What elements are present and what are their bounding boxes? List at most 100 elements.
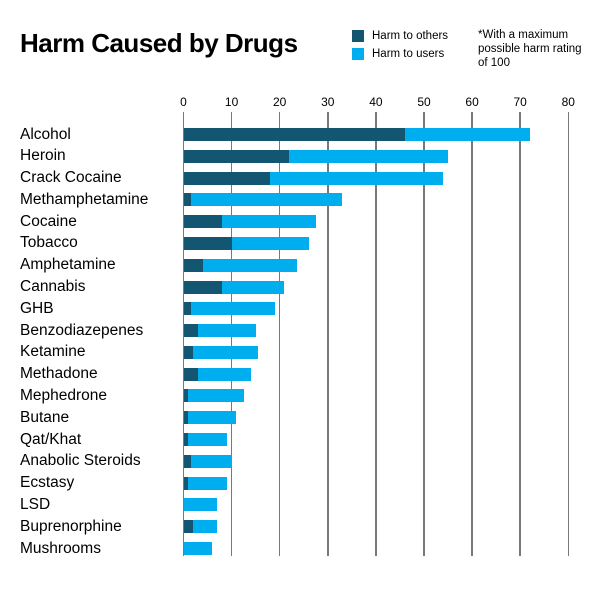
bar-segment-harm-to-users (190, 193, 343, 207)
max-rating-note: *With a maximum possible harm rating of … (478, 29, 582, 69)
bar-mephedrone (183, 389, 244, 403)
x-axis-tick-label: 60 (465, 95, 479, 109)
bar-segment-harm-to-others (183, 345, 194, 359)
drug-label-crack-cocaine: Crack Cocaine (20, 169, 122, 187)
drug-label-buprenorphine: Buprenorphine (20, 517, 122, 535)
bar-segment-harm-to-users (190, 454, 232, 468)
bar-cocaine (183, 215, 316, 229)
bar-segment-harm-to-others (183, 128, 405, 141)
gridline-40 (375, 112, 377, 556)
bar-benzodiazepenes (183, 324, 256, 338)
drug-label-ecstasy: Ecstasy (20, 474, 75, 492)
bar-segment-harm-to-users (197, 367, 251, 381)
gridline-80 (567, 112, 570, 556)
bar-methadone (183, 367, 251, 381)
bar-segment-harm-to-others (183, 236, 232, 250)
harm-to-users-swatch-icon (352, 48, 364, 60)
bar-amphetamine (183, 258, 297, 272)
x-axis-tick-label: 40 (369, 95, 383, 109)
legend-label: Harm to others (372, 30, 449, 42)
x-axis-tick-label: 70 (513, 95, 527, 109)
drug-label-anabolic-steroids: Anabolic Steroids (20, 452, 141, 470)
bar-ketamine (183, 345, 259, 359)
x-axis-tick-label: 10 (224, 95, 239, 109)
bar-segment-harm-to-others (183, 302, 191, 316)
bar-segment-harm-to-users (183, 542, 213, 555)
bar-qat-khat (183, 433, 227, 447)
bar-segment-harm-to-others (183, 171, 271, 185)
bar-segment-harm-to-users (193, 345, 259, 359)
bar-crack-cocaine (183, 171, 444, 185)
bar-alcohol (183, 128, 530, 141)
bar-cannabis (183, 280, 285, 294)
bar-tobacco (183, 236, 309, 250)
drug-label-lsd: LSD (20, 495, 51, 513)
bar-segment-harm-to-others (183, 411, 189, 425)
bar-segment-harm-to-others (183, 520, 194, 534)
drug-label-mushrooms: Mushrooms (20, 539, 101, 557)
bar-segment-harm-to-users (188, 433, 227, 447)
x-axis-tick-label: 50 (417, 95, 431, 109)
drug-label-mephedrone: Mephedrone (20, 386, 108, 404)
bar-methamphetamine (183, 193, 343, 207)
chart-title: Harm Caused by Drugs (20, 28, 298, 58)
x-axis-tick-label: 30 (321, 95, 335, 109)
bar-segment-harm-to-users (270, 171, 444, 185)
x-axis-tick-label: 80 (561, 95, 575, 109)
bar-segment-harm-to-users (221, 280, 285, 294)
drug-label-amphetamine: Amphetamine (20, 256, 116, 274)
bar-segment-harm-to-users (231, 236, 309, 250)
bar-segment-harm-to-users (197, 324, 256, 338)
bar-segment-harm-to-others (183, 367, 198, 381)
bar-mushrooms (183, 542, 213, 555)
bar-segment-harm-to-others (183, 149, 290, 163)
legend-item-harm-to-others: Harm to others (352, 29, 448, 43)
gridline-30 (327, 112, 329, 556)
gridline-60 (471, 112, 473, 556)
bar-segment-harm-to-users (193, 520, 218, 534)
bar-buprenorphine (183, 520, 218, 534)
bar-segment-harm-to-users (202, 258, 297, 272)
bar-segment-harm-to-others (183, 389, 189, 403)
drug-label-methadone: Methadone (20, 365, 98, 383)
x-axis-tick-label: 20 (273, 95, 287, 109)
drug-label-butane: Butane (20, 408, 70, 426)
drug-label-cocaine: Cocaine (20, 212, 77, 230)
bar-segment-harm-to-others (183, 280, 222, 294)
bar-ghb (183, 302, 275, 316)
drug-label-heroin: Heroin (20, 147, 66, 165)
bar-ecstasy (183, 476, 227, 490)
bar-segment-harm-to-others (183, 454, 191, 468)
legend-item-harm-to-users: Harm to users (352, 47, 448, 61)
drug-label-alcohol: Alcohol (20, 125, 71, 143)
bar-segment-harm-to-others (183, 433, 189, 447)
bar-segment-harm-to-others (183, 215, 222, 229)
drug-label-ghb: GHB (20, 299, 54, 317)
drug-label-benzodiazepenes: Benzodiazepenes (20, 321, 144, 339)
gridline-50 (423, 112, 425, 556)
bar-segment-harm-to-users (404, 128, 530, 141)
bar-anabolic-steroids (183, 454, 232, 468)
bar-lsd (183, 498, 218, 512)
bar-segment-harm-to-users (188, 411, 237, 425)
bar-segment-harm-to-users (221, 215, 316, 229)
bar-segment-harm-to-others (183, 193, 191, 207)
bar-butane (183, 411, 237, 425)
bar-segment-harm-to-users (289, 149, 449, 163)
drug-label-methamphetamine: Methamphetamine (20, 190, 149, 208)
bar-heroin (183, 149, 449, 163)
bar-segment-harm-to-users (188, 476, 227, 490)
harm-to-others-swatch-icon (352, 30, 364, 42)
drug-label-tobacco: Tobacco (20, 234, 78, 252)
bar-segment-harm-to-others (183, 324, 198, 338)
bar-segment-harm-to-users (188, 389, 244, 403)
bar-segment-harm-to-others (183, 258, 203, 272)
x-axis-tick-label: 0 (180, 95, 187, 109)
gridline-70 (519, 112, 521, 556)
drug-label-ketamine: Ketamine (20, 343, 86, 361)
drug-label-cannabis: Cannabis (20, 278, 86, 296)
bar-segment-harm-to-users (183, 498, 218, 512)
legend-label: Harm to users (372, 48, 445, 60)
gridline-20 (278, 112, 281, 556)
